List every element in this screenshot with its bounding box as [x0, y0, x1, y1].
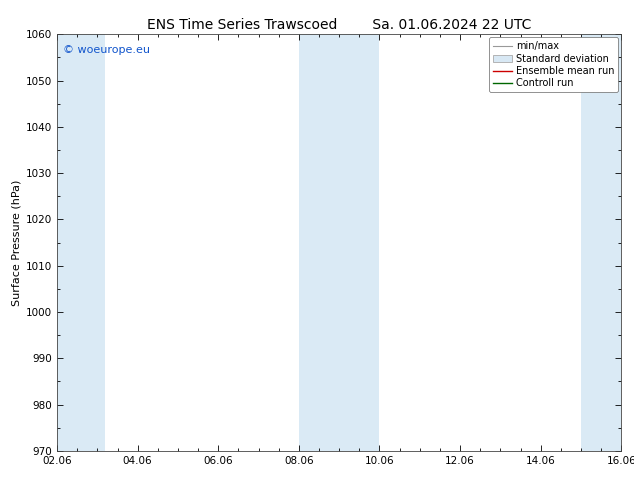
Bar [581, 34, 634, 451]
Title: ENS Time Series Trawscoed        Sa. 01.06.2024 22 UTC: ENS Time Series Trawscoed Sa. 01.06.2024… [147, 18, 531, 32]
Bar [299, 34, 380, 451]
Text: © woeurope.eu: © woeurope.eu [63, 45, 150, 55]
Bar [57, 34, 105, 451]
Legend: min/max, Standard deviation, Ensemble mean run, Controll run: min/max, Standard deviation, Ensemble me… [489, 37, 618, 92]
Y-axis label: Surface Pressure (hPa): Surface Pressure (hPa) [12, 179, 22, 306]
